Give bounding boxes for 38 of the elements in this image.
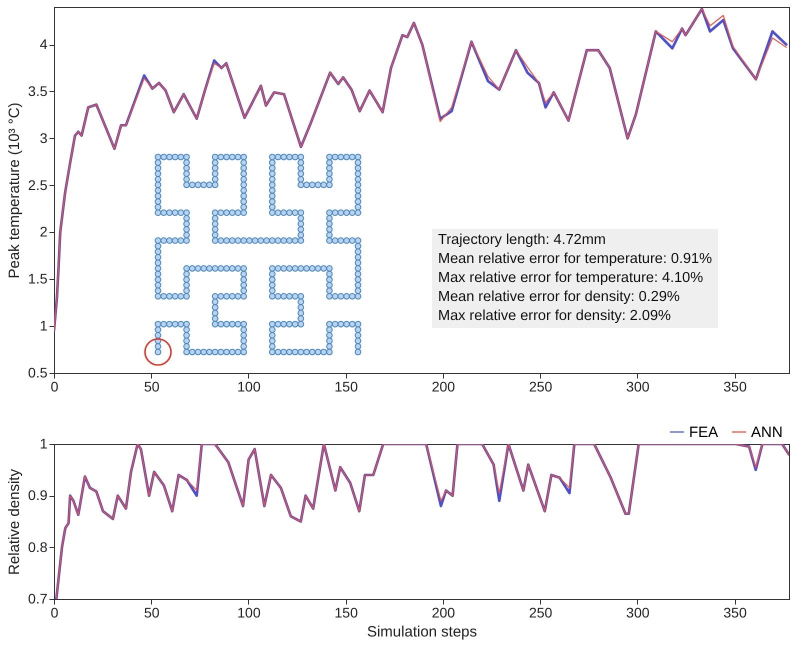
x-tick-label: 200 bbox=[432, 604, 456, 620]
annotation: Max relative error for density: 2.09% bbox=[438, 307, 672, 326]
annotation: Max relative error for temperature: 4.10% bbox=[438, 269, 704, 288]
x-tick-label: 0 bbox=[50, 378, 59, 394]
y-tick-label: 4 bbox=[40, 36, 48, 52]
y-tick-label: 1 bbox=[40, 318, 48, 334]
y-tick-label: 3 bbox=[40, 130, 48, 146]
x-tick-label: 300 bbox=[626, 378, 650, 394]
legend-label: ANN bbox=[751, 424, 783, 441]
x-tick-label: 150 bbox=[334, 378, 358, 394]
x-tick-label: 150 bbox=[334, 604, 358, 620]
y-tick-label: 1 bbox=[40, 436, 48, 452]
y-tick-label: 0.8 bbox=[28, 538, 48, 555]
y-axis-title: Relative density bbox=[6, 468, 24, 575]
x-tick-label: 100 bbox=[237, 604, 261, 620]
annotation: Mean relative error for temperature: 0.91% bbox=[438, 250, 712, 269]
y-tick-label: 2.5 bbox=[28, 176, 48, 193]
y-tick-label: 1.5 bbox=[28, 270, 48, 287]
annotation: Mean relative error for density: 0.29% bbox=[438, 288, 681, 307]
x-tick-label: 0 bbox=[50, 604, 59, 620]
x-tick-label: 50 bbox=[144, 604, 160, 620]
annotation: Trajectory length: 4.72mm bbox=[438, 231, 607, 250]
y-tick-label: 2 bbox=[40, 224, 48, 240]
y-tick-label: 3.5 bbox=[28, 82, 48, 99]
x-axis-title: Simulation steps bbox=[366, 624, 478, 640]
x-tick-label: 350 bbox=[723, 378, 747, 394]
legend-label: FEA bbox=[689, 424, 718, 441]
x-tick-label: 50 bbox=[144, 378, 160, 394]
x-tick-label: 200 bbox=[432, 378, 456, 394]
y-tick-label: 0.5 bbox=[28, 364, 48, 380]
y-tick-label: 0.7 bbox=[28, 590, 48, 606]
x-tick-label: 250 bbox=[528, 378, 553, 394]
x-tick-label: 100 bbox=[237, 378, 261, 394]
x-tick-label: 250 bbox=[528, 604, 553, 620]
y-tick-label: 0.9 bbox=[28, 487, 48, 504]
x-tick-label: 300 bbox=[626, 604, 650, 620]
x-tick-label: 350 bbox=[723, 604, 747, 620]
y-axis-title: Peak temperature (10³ °C) bbox=[6, 102, 24, 279]
